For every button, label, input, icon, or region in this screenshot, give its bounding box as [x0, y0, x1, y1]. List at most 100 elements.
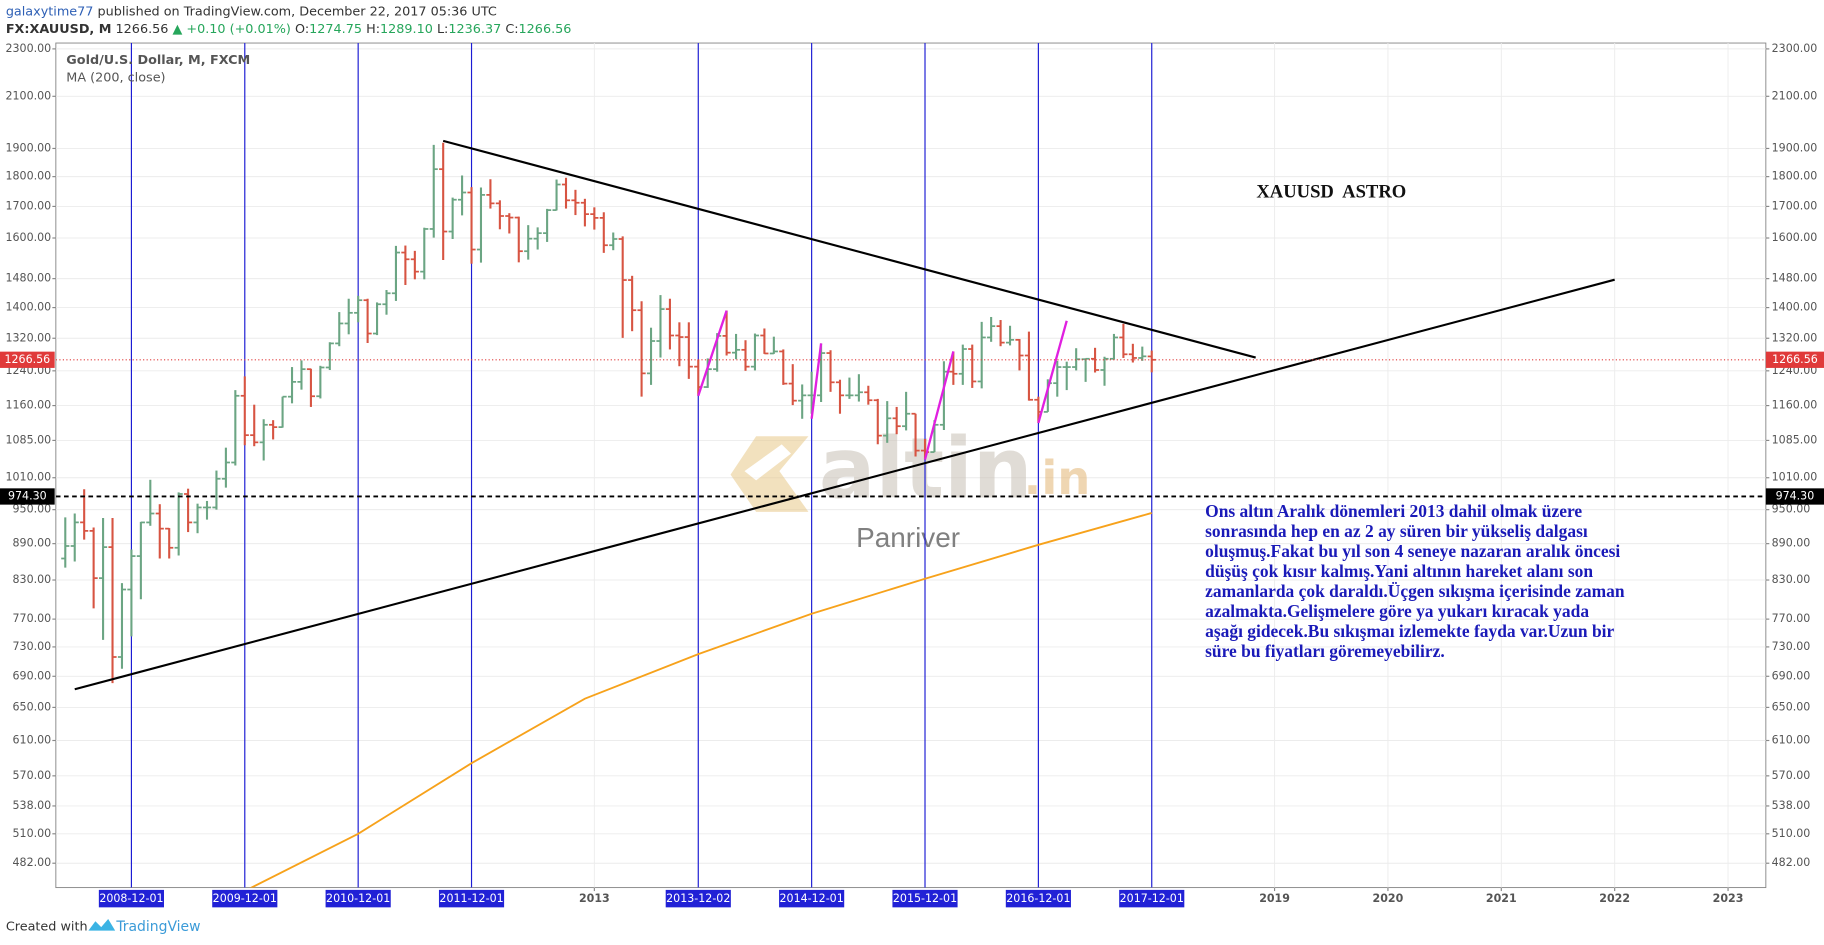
x-tick-box	[438, 889, 505, 908]
y-tick-label-right: 1700.00	[1772, 199, 1818, 212]
y-tick-label: 510.00	[13, 827, 52, 840]
x-tick-label: 2023	[1713, 892, 1744, 905]
y-tick-label: 1700.00	[5, 199, 51, 212]
c-value: 1266.56	[519, 22, 572, 37]
footer-created: Created with	[6, 920, 88, 935]
x-tick-label: 2013	[579, 892, 610, 905]
y-tick-label-right: 1010.00	[1772, 471, 1818, 484]
price-tag	[1765, 351, 1824, 368]
h-value: 1289.10	[380, 22, 433, 37]
y-tick-label: 1600.00	[5, 231, 51, 244]
y-tick-label: 538.00	[13, 799, 52, 812]
x-tick-box	[779, 889, 845, 908]
y-tick-label-right: 1800.00	[1772, 170, 1818, 183]
c-label: C:	[505, 22, 518, 37]
y-tick-label-right: 2100.00	[1772, 89, 1818, 102]
legend-ma: MA (200, close)	[66, 70, 165, 85]
y-tick-label: 1085.00	[5, 433, 51, 446]
x-tick-label: 2013-12-02	[666, 892, 730, 905]
y-tick-label-right: 1160.00	[1772, 399, 1818, 412]
trendline	[1037, 320, 1068, 424]
quote-line: FX:XAUUSD, M 1266.56 ▲ +0.10 (+0.01%) O:…	[6, 22, 572, 37]
trendline	[697, 310, 728, 397]
price-tag-label: 1266.56	[1772, 353, 1818, 366]
x-tick-label: 2008-12-01	[99, 892, 163, 905]
legend-series: Gold/U.S. Dollar, M, FXCM	[66, 53, 250, 68]
trendline	[74, 278, 1615, 691]
y-tick-label-right: 1480.00	[1772, 272, 1818, 285]
y-tick-label-right: 610.00	[1772, 733, 1811, 746]
price-tag-label: 1266.56	[4, 353, 50, 366]
y-tick-label: 730.00	[13, 640, 52, 653]
note-line: aşağı gidecek.Bu sıkışmaı izlemekte fayd…	[1205, 621, 1614, 641]
x-tick-label: 2011-12-01	[439, 892, 503, 905]
change: ▲ +0.10 (+0.01%)	[172, 22, 290, 37]
note-line: sonrasında hep en az 2 ay süren bir yüks…	[1205, 521, 1588, 541]
last: 1266.56	[116, 22, 169, 37]
y-tick-label: 2100.00	[5, 89, 51, 102]
x-tick-box	[1005, 889, 1071, 908]
price-tag	[0, 488, 55, 505]
y-tick-label: 1320.00	[5, 331, 51, 344]
symbol: FX:XAUUSD, M	[6, 22, 112, 37]
y-tick-label-right: 650.00	[1772, 700, 1811, 713]
x-tick-label: 2022	[1599, 892, 1630, 905]
x-tick-label: 2014-12-01	[780, 892, 844, 905]
plot	[55, 43, 1766, 888]
y-tick-label-right: 690.00	[1772, 669, 1811, 682]
y-tick-label: 830.00	[13, 573, 52, 586]
y-tick-label-right: 482.00	[1772, 856, 1811, 869]
x-tick-label: 2016-12-01	[1006, 892, 1070, 905]
price-tag	[1765, 488, 1824, 505]
header-line: galaxytime77 published on TradingView.co…	[6, 4, 497, 19]
x-tick-label: 2021	[1486, 892, 1517, 905]
note-line: azalmakta.Gelişmelere göre ya yukarı kır…	[1205, 601, 1589, 621]
note-line: Ons altın Aralık dönemleri 2013 dahil ol…	[1205, 501, 1582, 521]
x-tick-box	[98, 889, 164, 908]
ma-line	[249, 512, 1152, 888]
y-tick-label: 770.00	[13, 612, 52, 625]
y-tick-label: 1010.00	[5, 471, 51, 484]
note: Ons altın Aralık dönemleri 2013 dahil ol…	[1205, 501, 1625, 661]
y-tick-label: 650.00	[13, 700, 52, 713]
y-tick-label: 1480.00	[5, 272, 51, 285]
x-tick-box	[212, 889, 278, 908]
x-tick-label: 2009-12-01	[213, 892, 277, 905]
y-tick-label: 610.00	[13, 733, 52, 746]
x-tick-label: 2020	[1373, 892, 1404, 905]
y-tick-label-right: 950.00	[1772, 503, 1811, 516]
note-line: zamanlarda çok daraldı.Üçgen sıkışma içe…	[1205, 581, 1625, 601]
watermark-sub: Panriver	[856, 522, 960, 553]
x-tick-box	[325, 889, 391, 908]
trendline	[442, 139, 1256, 359]
note-line: düşüş çok kısır kalmış.Yani altının hare…	[1205, 561, 1593, 581]
annotation-title: XAUUSD ASTRO	[1256, 181, 1406, 202]
footer-brand[interactable]: TradingView	[115, 919, 200, 935]
y-tick-label: 1900.00	[5, 141, 51, 154]
trendline	[923, 351, 955, 460]
y-tick-label-right: 1400.00	[1772, 301, 1818, 314]
trendline	[810, 343, 823, 419]
watermark: altin .in	[730, 420, 1090, 518]
x-tick-box	[665, 889, 731, 908]
y-tick-label-right: 1320.00	[1772, 331, 1818, 344]
author[interactable]: galaxytime77	[6, 4, 94, 19]
y-tick-label: 890.00	[13, 537, 52, 550]
x-tick-label: 2015-12-01	[893, 892, 957, 905]
x-tick-label: 2010-12-01	[326, 892, 390, 905]
published: published on TradingView.com, December 2…	[98, 4, 497, 19]
y-tick-label-right: 730.00	[1772, 640, 1811, 653]
y-tick-label-right: 2300.00	[1772, 42, 1818, 55]
watermark-brand: altin	[819, 420, 1033, 518]
y-tick-label: 1160.00	[5, 399, 51, 412]
plot-frame	[55, 42, 1767, 889]
l-label: L:	[437, 22, 448, 37]
y-tick-label-right: 770.00	[1772, 612, 1811, 625]
o-value: 1274.75	[309, 22, 362, 37]
y-tick-label: 690.00	[13, 669, 52, 682]
h-label: H:	[366, 22, 380, 37]
x-tick-box	[1119, 889, 1185, 908]
x-tick-label: 2017-12-01	[1120, 892, 1184, 905]
